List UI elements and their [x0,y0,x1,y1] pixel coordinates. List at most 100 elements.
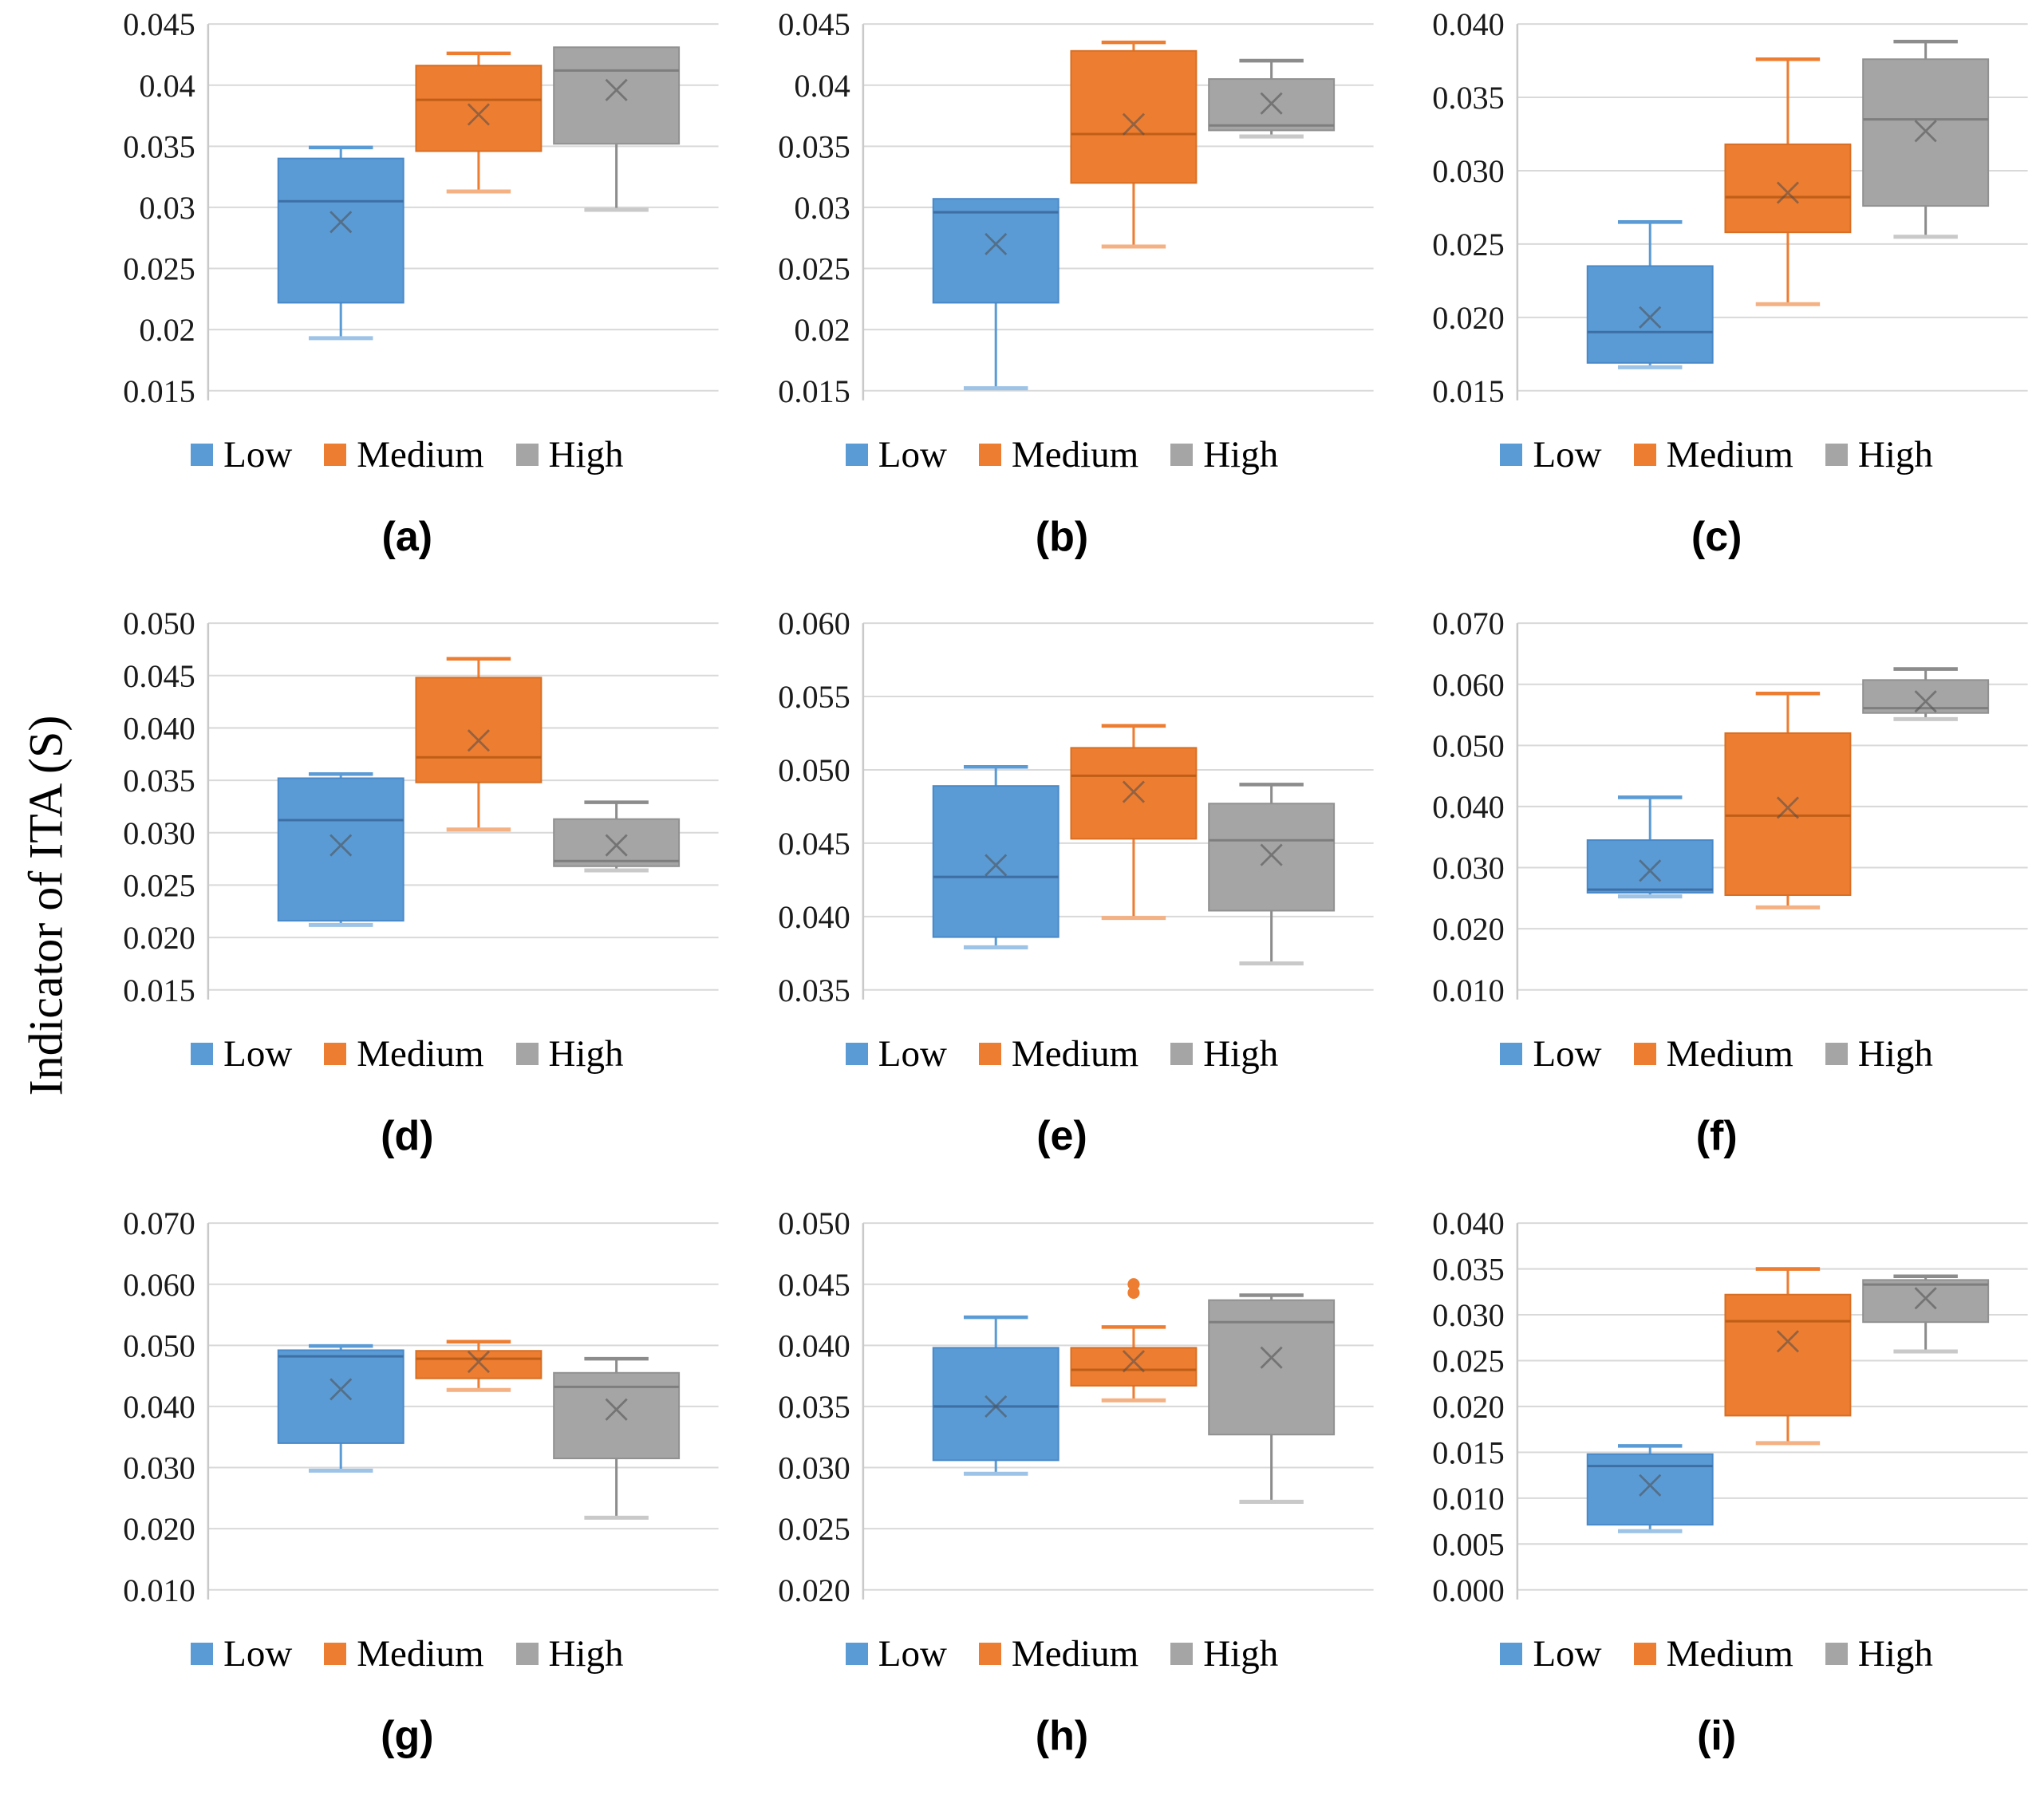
mean-marker [467,1350,490,1373]
subplot-c: 0.040 0.035 0.030 0.025 0.020 0.015 Low Medium H… [1395,10,2038,609]
legend: Low Medium High [1500,1632,1933,1675]
y-tick-label: 0.015 [1433,373,1505,409]
mean-marker [1777,1329,1800,1353]
legend-swatch-icon [515,443,539,466]
box-high [553,1356,681,1520]
legend-item-medium: Medium [324,433,484,476]
y-tick-label: 0.04 [139,68,195,104]
legend: Low Medium High [1500,433,1933,476]
iqr-box [932,198,1059,304]
box-high [1207,58,1335,139]
legend-label: Medium [1666,1033,1793,1075]
y-tick-label: 0.050 [123,1328,195,1363]
mean-marker [1260,843,1283,867]
y-tick-label: 0.030 [1433,1297,1505,1333]
box-low [1587,220,1715,369]
y-tick-label: 0.020 [1433,1389,1505,1425]
iqr-box [1070,1347,1198,1387]
subplot-d: 0.050 0.045 0.040 0.035 0.030 0.025 0.020 0.015… [86,609,728,1208]
legend-swatch-icon [1633,1043,1656,1066]
y-tick-label: 0.035 [123,128,195,164]
legend-item-medium: Medium [978,1032,1139,1075]
mean-marker [467,103,490,126]
y-tick-label: 0.020 [123,920,195,956]
outlier-point [1127,1277,1140,1290]
boxplot-e: 0.060 0.055 0.050 0.045 0.040 0.035 [778,609,1374,1008]
legend-item-low: Low [845,433,947,476]
mean-marker [1639,1474,1662,1497]
y-axis-ticks: 0.040 0.035 0.030 0.025 0.020 0.015 [1433,10,2028,409]
y-tick-label: 0.050 [123,609,195,641]
legend-label: Low [878,1033,947,1075]
iqr-box [1587,839,1715,894]
legend-swatch-icon [191,443,214,466]
caption-f: (f) [1695,1113,1738,1160]
legend-label: High [548,433,624,475]
caption-e: (e) [1036,1113,1087,1160]
box-low [277,145,404,341]
box-high [553,800,681,873]
y-tick-label: 0.02 [139,312,195,348]
legend-swatch-icon [1633,443,1656,466]
legend-swatch-icon [191,1043,214,1066]
y-tick-label: 0.045 [778,1266,850,1302]
mean-marker [1260,1346,1283,1369]
legend: Low Medium High [1500,1032,1933,1075]
mean-marker [605,78,628,101]
y-tick-label: 0.03 [139,190,195,226]
mean-marker [1777,181,1800,204]
legend-item-medium: Medium [324,1632,484,1675]
mean-marker [1260,92,1283,115]
box-low [1587,1443,1715,1533]
y-axis-ticks: 0.050 0.045 0.040 0.035 0.030 0.025 0.020 0.015 [123,609,719,1008]
legend-swatch-icon [324,1043,347,1066]
y-tick-label: 0.020 [123,1511,195,1547]
y-tick-label: 0.025 [778,1511,850,1547]
iqr-box [1862,1279,1990,1323]
legend-item-low: Low [845,1632,947,1675]
caption-g: (g) [381,1712,434,1759]
y-tick-label: 0.035 [778,973,850,1008]
legend-label: Medium [1011,1033,1139,1075]
legend-label: Medium [357,1632,484,1675]
legend-swatch-icon [845,1642,868,1665]
iqr-box [1724,732,1852,897]
y-tick-label: 0.02 [794,312,850,348]
y-tick-label: 0.040 [1433,1209,1505,1241]
legend-item-high: High [1825,433,1933,476]
caption-i: (i) [1697,1712,1737,1759]
legend-label: Low [223,1632,293,1675]
mean-marker [329,834,353,857]
y-tick-label: 0.035 [1433,1251,1505,1287]
boxplot-g: 0.070 0.060 0.050 0.040 0.030 0.020 0.010 [123,1209,719,1608]
legend-item-medium: Medium [1633,433,1793,476]
iqr-box [277,1349,404,1444]
legend: Low Medium High [845,1632,1278,1675]
mean-marker [329,1378,353,1401]
y-tick-label: 0.040 [123,711,195,747]
box-low [277,1343,404,1473]
y-axis-ticks: 0.060 0.055 0.050 0.045 0.040 0.035 [778,609,1374,1008]
legend-item-high: High [515,1032,624,1075]
y-tick-label: 0.000 [1433,1572,1505,1608]
boxplot-h: 0.050 0.045 0.040 0.035 0.030 0.025 0.020 [778,1209,1374,1608]
box-medium [1070,724,1198,921]
mean-marker [1639,859,1662,882]
mean-marker [984,854,1007,877]
y-tick-label: 0.030 [123,1450,195,1485]
y-tick-label: 0.025 [123,868,195,904]
legend-label: Low [878,433,947,475]
iqr-box [1070,49,1198,184]
y-tick-label: 0.045 [778,826,850,862]
legend-item-high: High [515,433,624,476]
boxplot-i: 0.040 0.035 0.030 0.025 0.020 0.015 0.010 0.005… [1433,1209,2028,1608]
y-tick-label: 0.030 [778,1450,850,1485]
y-tick-label: 0.020 [1433,300,1505,336]
y-tick-label: 0.035 [1433,80,1505,116]
iqr-box [932,1347,1059,1462]
mean-marker [1639,306,1662,329]
legend-label: Medium [1666,1632,1793,1675]
caption-h: (h) [1035,1712,1089,1759]
legend-item-low: Low [1500,433,1602,476]
